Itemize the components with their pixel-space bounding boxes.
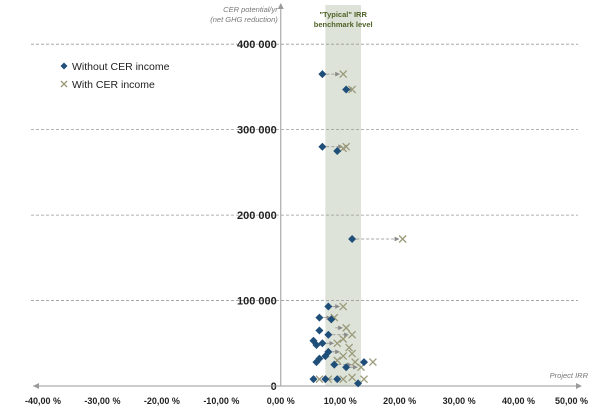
point-with-cer (339, 70, 348, 79)
y-tick-label: 400 000 (237, 39, 277, 51)
point-with-cer (315, 375, 324, 384)
band-label-line: benchmark level (314, 20, 373, 29)
point-with-cer (339, 375, 348, 384)
legend-cross-icon (60, 80, 68, 88)
y-axis-title-line: CER potential/yr (223, 5, 278, 14)
x-tick-label: 50,00 % (555, 396, 588, 406)
point-without-cer (312, 340, 321, 349)
point-without-cer (321, 375, 330, 384)
point-without-cer (342, 363, 351, 372)
y-tick-label: 0 (271, 381, 277, 393)
point-with-cer (348, 373, 357, 382)
x-tick-label: 20,00 % (383, 396, 416, 406)
point-without-cer (330, 360, 339, 369)
point-without-cer (342, 85, 351, 94)
point-without-cer (333, 147, 342, 155)
point-without-cer (318, 70, 327, 79)
legend-label-with-cer: With CER income (72, 79, 155, 91)
point-with-cer (348, 85, 357, 94)
point-without-cer (315, 326, 324, 335)
band-label-line: "Typical" IRR (319, 10, 367, 19)
x-tick-label: -20,00 % (144, 396, 180, 406)
legend-label-without-cer: Without CER income (72, 61, 170, 73)
y-axis-arrow (277, 3, 284, 9)
x-axis-title: Project IRR (550, 371, 589, 380)
x-axis-right-arrow (576, 383, 582, 389)
x-axis-left-arrow (33, 383, 39, 389)
point-with-cer (360, 375, 368, 384)
y-tick-label: 300 000 (237, 125, 277, 137)
x-tick-label: -40,00 % (25, 396, 61, 406)
point-with-cer (348, 349, 357, 358)
point-without-cer (312, 358, 321, 367)
point-without-cer (348, 235, 357, 244)
point-without-cer (318, 142, 327, 151)
x-tick-label: 0,00 % (267, 396, 295, 406)
point-with-cer (339, 302, 348, 311)
point-with-cer (348, 330, 357, 339)
x-tick-label: 10,00 % (324, 396, 357, 406)
y-tick-label: 200 000 (237, 210, 277, 222)
point-without-cer (360, 358, 368, 367)
point-with-cer (345, 343, 354, 352)
point-with-cer (339, 352, 348, 361)
point-without-cer (321, 352, 330, 361)
x-tick-label: 40,00 % (502, 396, 535, 406)
point-without-cer (309, 375, 318, 384)
benchmark-band (325, 5, 362, 386)
point-with-cer (368, 358, 377, 367)
legend-diamond-icon (60, 62, 68, 70)
legend: Without CER income With CER income (60, 61, 170, 91)
x-tick-label: -10,00 % (203, 396, 239, 406)
point-without-cer (333, 375, 342, 384)
point-without-cer (324, 330, 333, 339)
point-with-cer (398, 235, 407, 243)
x-tick-label: 30,00 % (443, 396, 476, 406)
point-without-cer (327, 315, 336, 324)
y-tick-label: 100 000 (237, 296, 277, 308)
y-axis-title-line: (net GHG reduction) (210, 15, 278, 24)
point-without-cer (354, 379, 363, 388)
point-with-cer (333, 339, 342, 348)
point-without-cer (318, 339, 327, 348)
point-with-cer (339, 335, 348, 343)
point-without-cer (315, 313, 324, 322)
point-without-cer (324, 302, 333, 311)
point-with-cer (342, 323, 351, 332)
x-tick-label: -30,00 % (84, 396, 120, 406)
